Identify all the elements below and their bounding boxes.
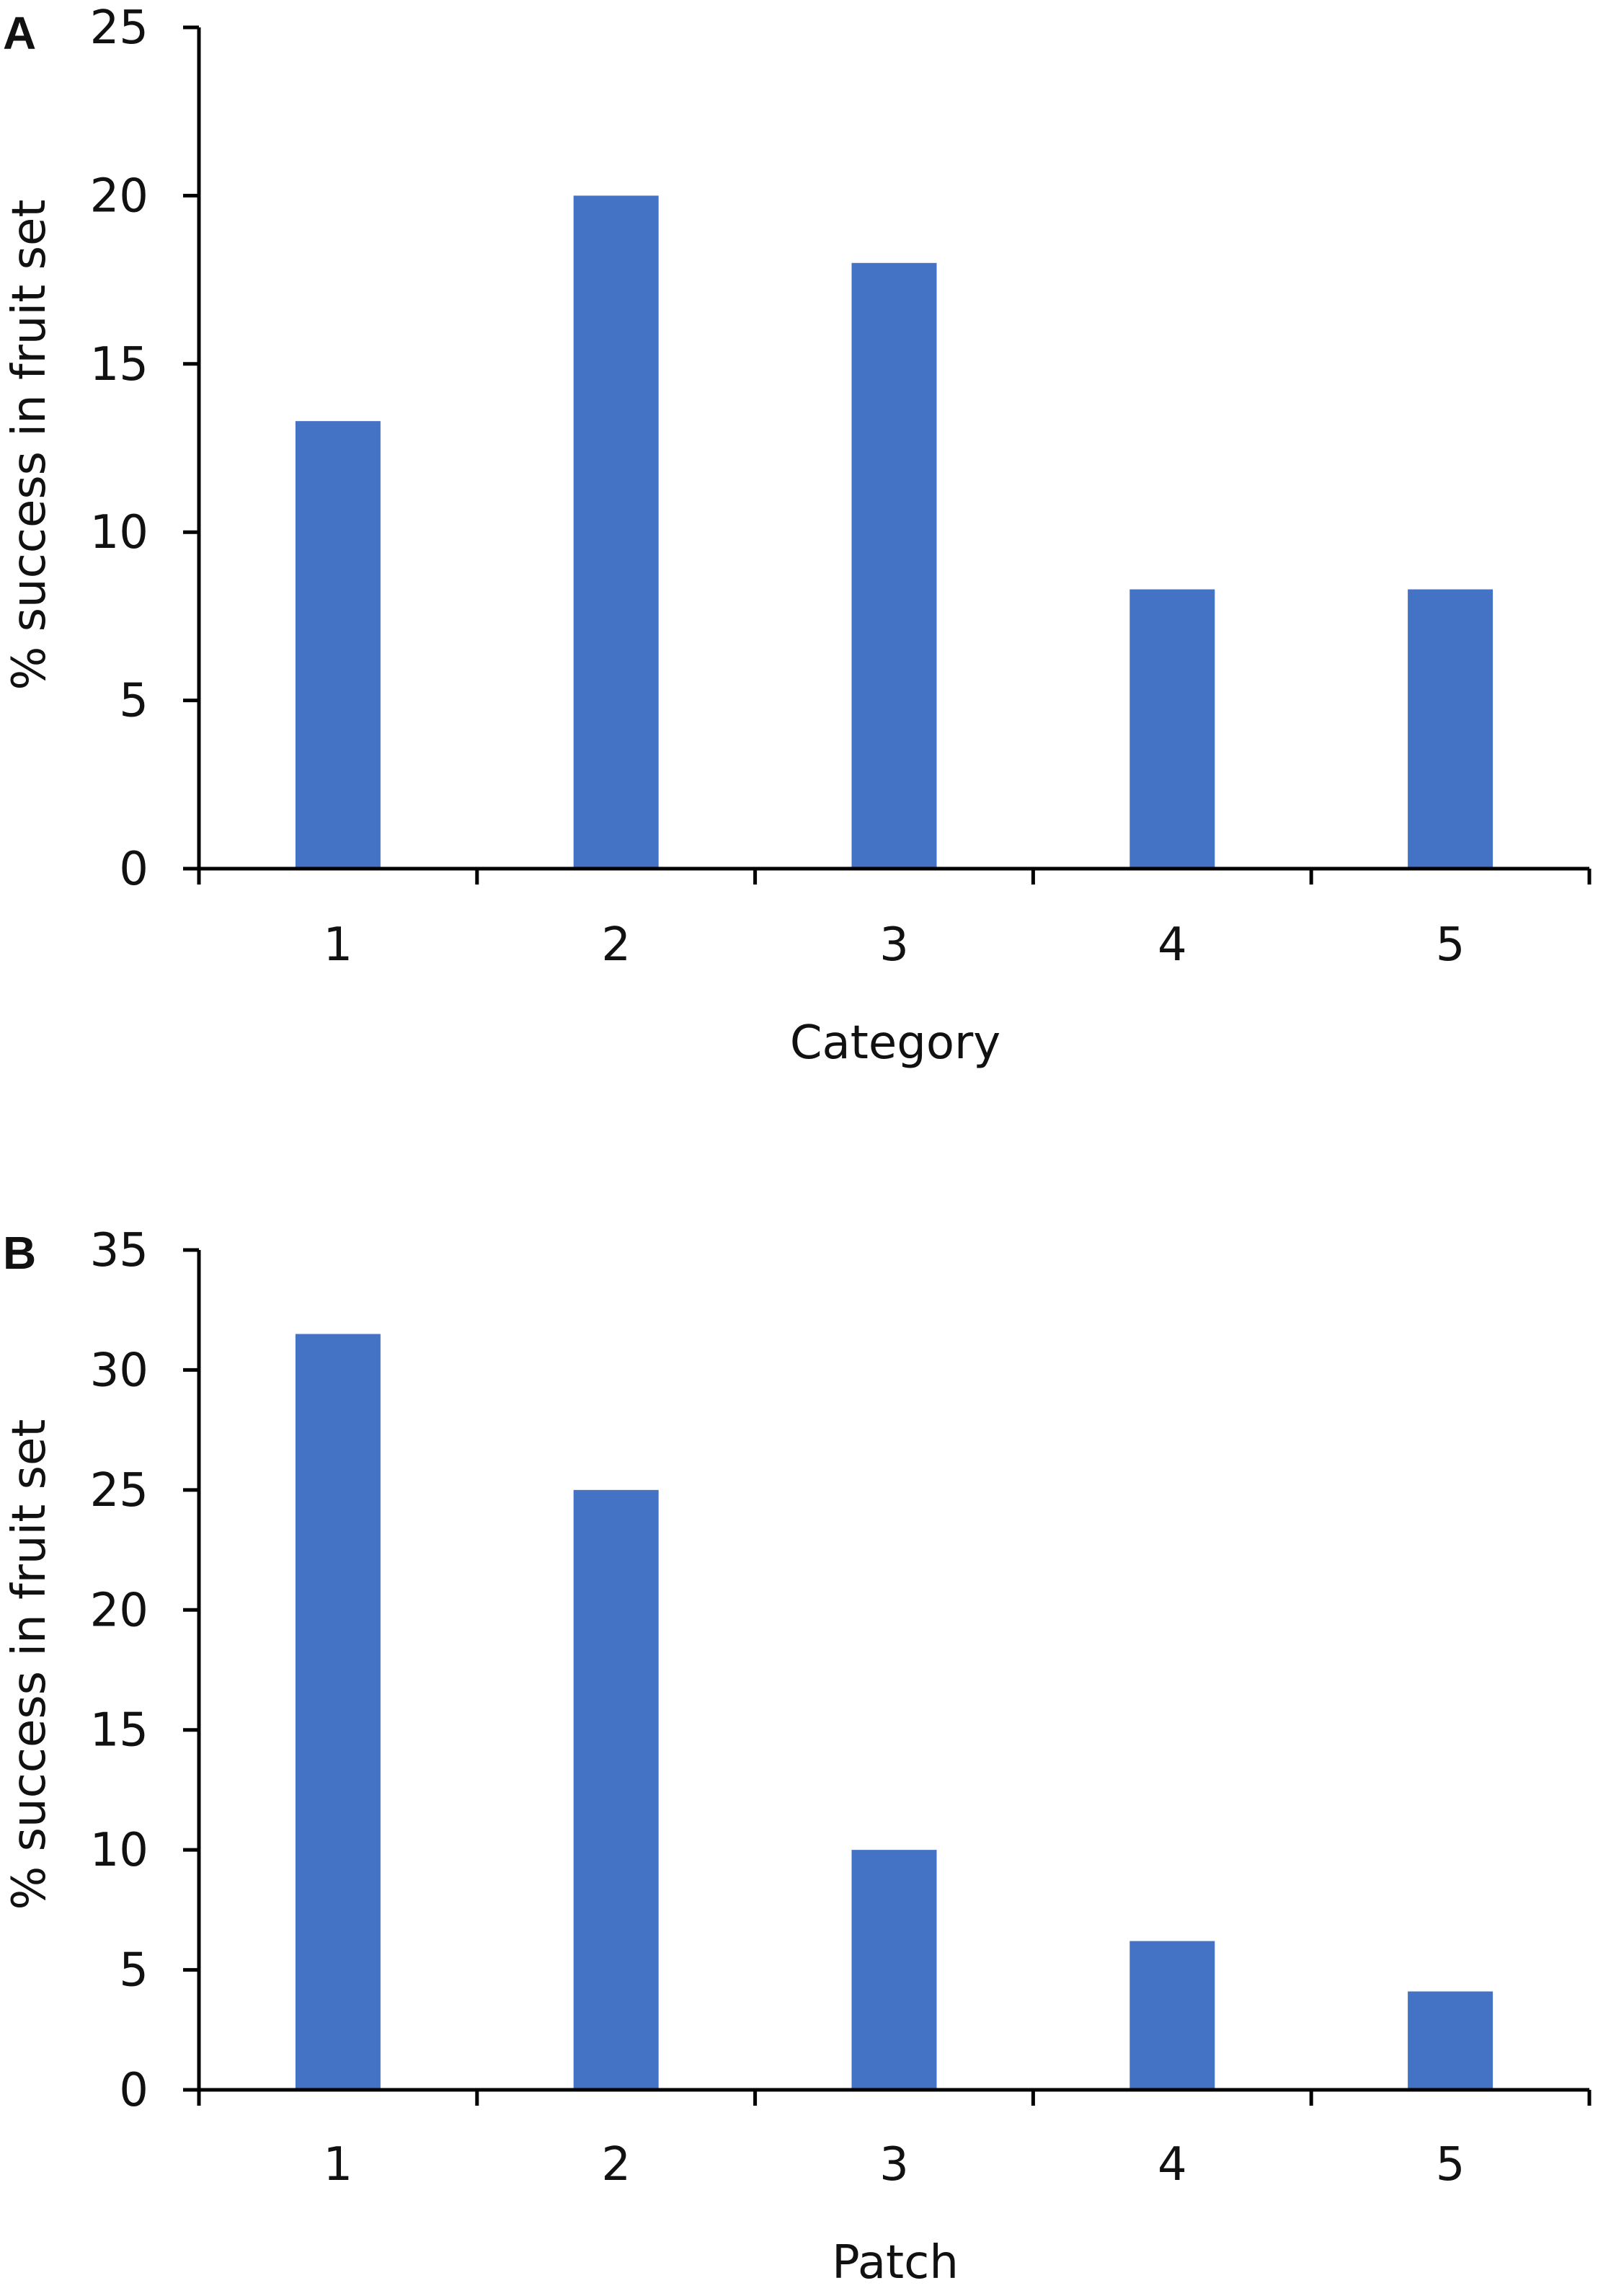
panel-a-y-tick-label: 15 (90, 338, 148, 391)
panel-a-x-tick-label: 1 (324, 918, 353, 972)
panel-b-bar-2 (573, 1489, 659, 2090)
panel-a-bar-1 (295, 421, 381, 869)
panel-b-y-axis-title: % success in fruit set (3, 1419, 56, 1910)
panel-b-y-tick-label: 30 (90, 1344, 148, 1397)
panel-a-y-tick-label: 25 (90, 1, 148, 55)
panel-a-axes: 0 5 10 15 20 25 1 2 3 4 5 (90, 1, 1592, 972)
panel-b-bar-1 (295, 1334, 381, 2090)
panel-b-x-tick-label: 1 (324, 2138, 353, 2191)
panel-b-y-tick-label: 10 (90, 1824, 148, 1877)
panel-a-x-tick-label: 2 (601, 918, 631, 972)
panel-a-y-tick-label: 5 (119, 675, 148, 728)
panel-a-bar-2 (573, 195, 659, 869)
panel-b-chart: B % success in fruit set Patch 051015202… (3, 1224, 1592, 2290)
panel-b-x-tick-label: 3 (879, 2138, 909, 2191)
panel-b-x-axis-title: Patch (832, 2236, 959, 2290)
panel-a-y-axis-title: % success in fruit set (3, 200, 56, 691)
panel-b-bar-3 (851, 1850, 937, 2090)
panel-a-chart: A % success in fruit set Category 051015… (3, 1, 1592, 1070)
panel-a-x-tick-label: 5 (1436, 918, 1465, 972)
panel-a-y-tick-label: 20 (90, 169, 148, 223)
panel-a-bar-3 (851, 262, 937, 869)
panel-a-bar-4 (1129, 589, 1215, 869)
panel-b-y-tick-label: 5 (119, 1944, 148, 1998)
panel-a-y-tick-label: 10 (90, 506, 148, 559)
panel-b-x-tick-label: 2 (601, 2138, 631, 2191)
panel-b-bar-5 (1408, 1991, 1493, 2090)
panel-a-bars (295, 195, 1493, 869)
panel-b-x-tick-label: 4 (1158, 2138, 1187, 2191)
panel-b-bar-4 (1129, 1941, 1215, 2090)
panel-a-bar-5 (1408, 589, 1493, 869)
panel-b-y-tick-label: 20 (90, 1584, 148, 1637)
panel-b-y-tick-label: 0 (119, 2064, 148, 2117)
panel-a-x-axis-title: Category (790, 1016, 1000, 1070)
panel-b-letter: B (3, 1227, 36, 1279)
panel-b-y-tick-label: 15 (90, 1704, 148, 1758)
panel-a-letter: A (3, 7, 36, 59)
panel-a-x-tick-label: 4 (1158, 918, 1187, 972)
panel-a-y-tick-label: 0 (119, 843, 148, 896)
panel-b-x-tick-label: 5 (1436, 2138, 1465, 2191)
panel-b-bars (295, 1334, 1493, 2090)
panel-b-y-tick-label: 25 (90, 1464, 148, 1517)
panel-b-y-tick-label: 35 (90, 1224, 148, 1277)
panel-a-x-tick-label: 3 (879, 918, 909, 972)
panel-b-axes: 0 5 10 15 20 25 30 35 1 2 3 4 5 (90, 1224, 1592, 2191)
